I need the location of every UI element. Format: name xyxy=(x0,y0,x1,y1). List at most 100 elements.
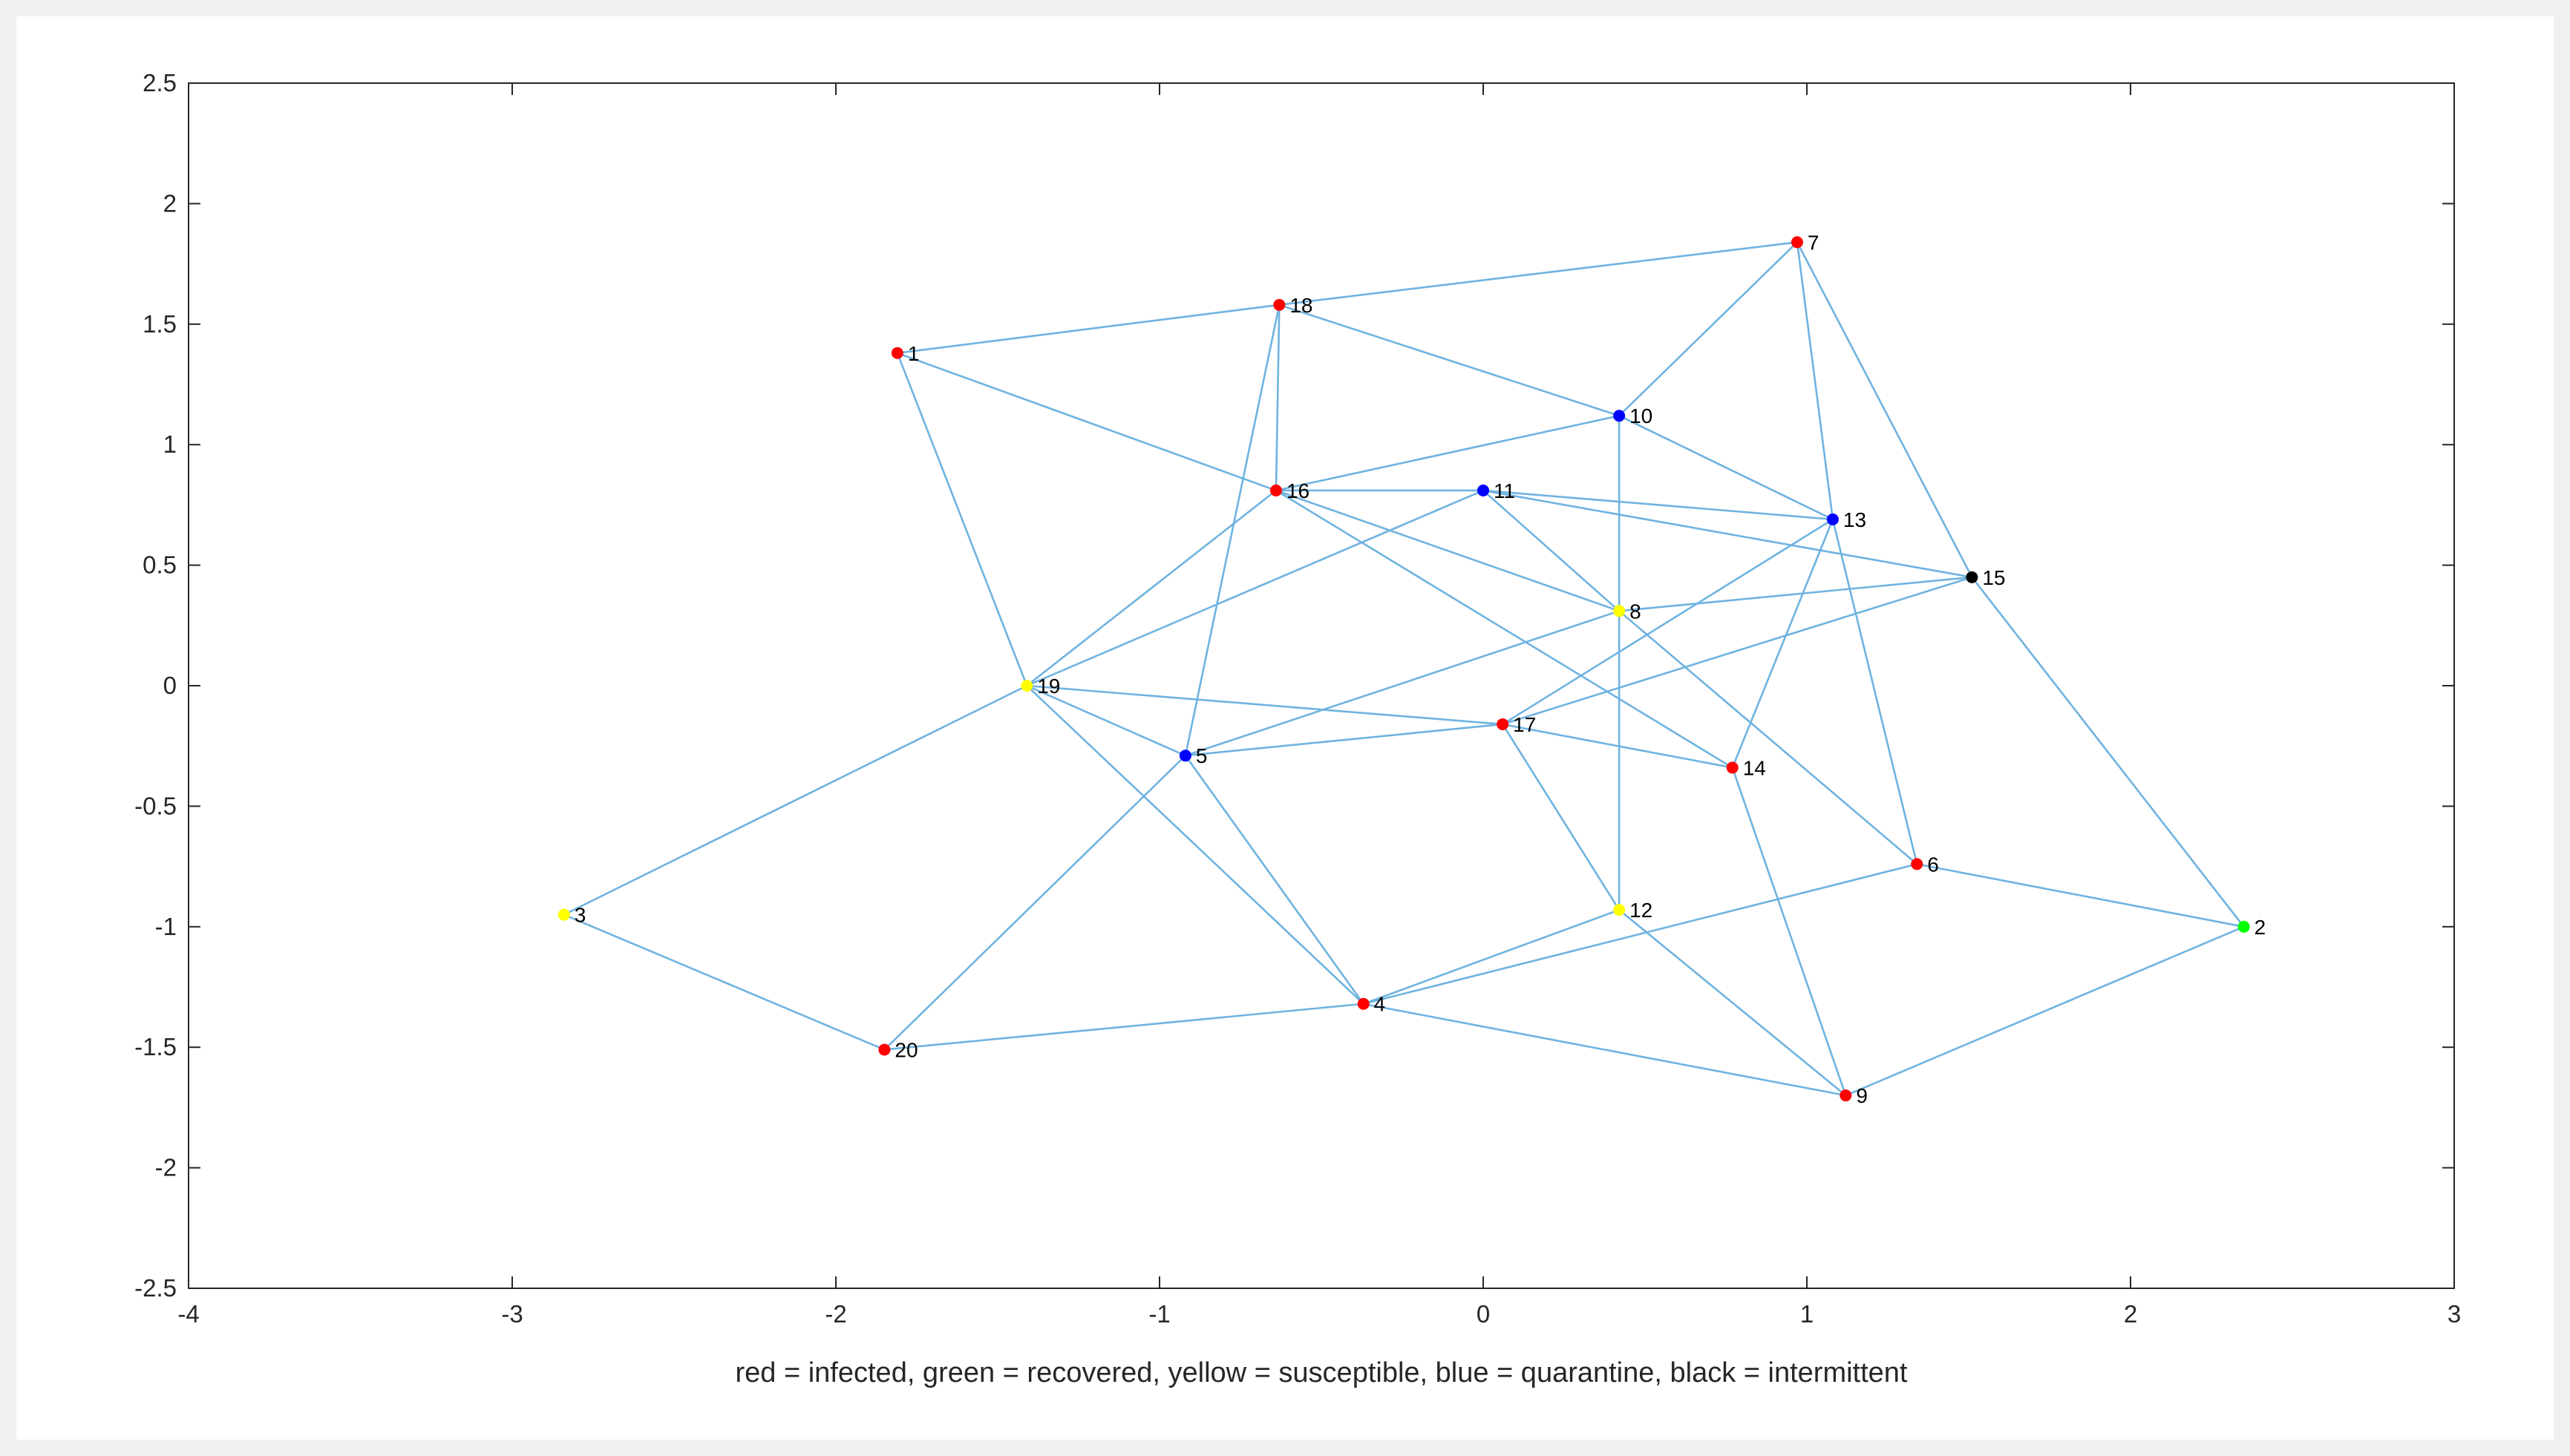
node-1 xyxy=(891,347,903,359)
node-label-8: 8 xyxy=(1629,600,1641,623)
node-2 xyxy=(2237,920,2250,933)
y-tick-label: -0.5 xyxy=(134,792,177,819)
edge-17-14 xyxy=(1502,723,1733,769)
edge-1-19 xyxy=(896,352,1028,686)
node-16 xyxy=(1269,484,1282,496)
y-tick-label: 0 xyxy=(163,672,177,699)
node-6 xyxy=(1911,858,1923,870)
edge-18-7 xyxy=(1279,241,1798,306)
edge-6-2 xyxy=(1916,863,2244,928)
edge-9-2 xyxy=(1845,925,2245,1097)
edge-3-20 xyxy=(563,914,885,1051)
node-12 xyxy=(1613,904,1626,916)
edge-1-16 xyxy=(897,352,1277,492)
edge-10-16 xyxy=(1275,414,1620,492)
edge-12-9 xyxy=(1618,909,1847,1097)
edge-16-14 xyxy=(1275,489,1733,769)
node-label-14: 14 xyxy=(1743,756,1766,779)
edge-7-13 xyxy=(1796,242,1834,520)
axes-box xyxy=(188,82,2455,1289)
edge-11-13 xyxy=(1482,489,1833,521)
node-label-17: 17 xyxy=(1513,713,1536,736)
x-tick-label: -2 xyxy=(825,1300,846,1328)
node-9 xyxy=(1840,1089,1852,1102)
x-tick-label: 1 xyxy=(1800,1300,1814,1328)
edge-13-6 xyxy=(1831,519,1918,865)
node-label-4: 4 xyxy=(1374,993,1386,1016)
node-label-20: 20 xyxy=(895,1038,918,1061)
node-label-18: 18 xyxy=(1289,294,1312,317)
node-5 xyxy=(1179,750,1191,762)
node-13 xyxy=(1826,513,1839,525)
edge-8-6 xyxy=(1618,610,1918,865)
edge-13-17 xyxy=(1502,518,1834,726)
node-3 xyxy=(558,908,570,921)
edge-18-16 xyxy=(1275,304,1281,491)
node-label-2: 2 xyxy=(2255,916,2266,939)
node-14 xyxy=(1726,761,1739,774)
node-label-15: 15 xyxy=(1982,566,2005,589)
edge-16-8 xyxy=(1275,489,1620,612)
edge-4-9 xyxy=(1363,1003,1846,1097)
x-axis-label: red = infected, green = recovered, yello… xyxy=(736,1357,1908,1388)
node-18 xyxy=(1273,298,1286,311)
node-label-7: 7 xyxy=(1808,231,1819,254)
edge-10-13 xyxy=(1618,415,1834,521)
x-tick-label: 2 xyxy=(2124,1300,2137,1328)
edge-13-14 xyxy=(1731,519,1834,768)
edge-5-20 xyxy=(883,755,1186,1051)
node-4 xyxy=(1357,997,1370,1010)
y-tick-label: 1.5 xyxy=(143,310,177,338)
edge-11-19 xyxy=(1026,489,1484,687)
node-label-10: 10 xyxy=(1629,404,1652,427)
edge-16-19 xyxy=(1026,489,1277,687)
edge-18-10 xyxy=(1278,304,1620,417)
network-plot: -4 -3 -2 -1 0 1 2 3-2.5-2-1.5-1-0.500.511.522.5… xyxy=(134,69,2461,1388)
node-label-9: 9 xyxy=(1856,1084,1868,1107)
node-7 xyxy=(1791,236,1803,249)
edge-7-15 xyxy=(1796,241,1973,578)
node-label-3: 3 xyxy=(575,904,586,927)
edge-18-5 xyxy=(1184,304,1281,756)
edge-5-4 xyxy=(1184,755,1364,1005)
y-tick-label: 1 xyxy=(163,430,177,458)
node-20 xyxy=(878,1043,891,1056)
figure-window: -4 -3 -2 -1 0 1 2 3 -2.5 -2 -1.5 -1 -0.5 0 0.5 1 1.5 2 2.5… xyxy=(16,16,2554,1440)
edge-19-17 xyxy=(1027,684,1503,726)
y-tick-label: -2.5 xyxy=(134,1274,177,1302)
y-tick-label: -2 xyxy=(155,1154,177,1181)
ticks-layer: -4 -3 -2 -1 0 1 2 3-2.5-2-1.5-1-0.500.511.522.5 xyxy=(134,69,2461,1328)
y-tick-label: 2.5 xyxy=(143,69,177,96)
edge-19-4 xyxy=(1026,685,1364,1005)
edge-7-10 xyxy=(1618,241,1798,417)
edge-15-8 xyxy=(1618,576,1972,612)
edge-17-12 xyxy=(1502,724,1621,911)
node-label-12: 12 xyxy=(1629,899,1652,922)
node-label-11: 11 xyxy=(1494,479,1515,502)
edge-11-8 xyxy=(1482,489,1620,612)
edge-1-18 xyxy=(897,304,1280,355)
y-tick-label: -1 xyxy=(155,913,177,940)
node-label-1: 1 xyxy=(908,342,920,365)
node-17 xyxy=(1497,718,1509,730)
node-label-16: 16 xyxy=(1286,479,1309,502)
node-label-5: 5 xyxy=(1196,744,1208,767)
node-19 xyxy=(1021,680,1033,692)
y-tick-label: -1.5 xyxy=(134,1033,177,1060)
y-tick-label: 0.5 xyxy=(143,551,177,579)
x-tick-label: 0 xyxy=(1477,1300,1490,1328)
nodes-layer xyxy=(558,236,2250,1102)
edge-12-4 xyxy=(1363,908,1620,1005)
edge-19-5 xyxy=(1026,684,1186,757)
edges-layer xyxy=(563,241,2245,1097)
node-label-13: 13 xyxy=(1843,508,1866,531)
edge-6-4 xyxy=(1363,863,1917,1005)
edge-5-17 xyxy=(1185,723,1503,757)
node-11 xyxy=(1477,484,1489,496)
node-8 xyxy=(1613,605,1626,617)
edge-19-3 xyxy=(563,684,1027,916)
node-15 xyxy=(1966,571,1978,583)
edge-20-4 xyxy=(884,1003,1364,1051)
node-10 xyxy=(1613,410,1626,422)
